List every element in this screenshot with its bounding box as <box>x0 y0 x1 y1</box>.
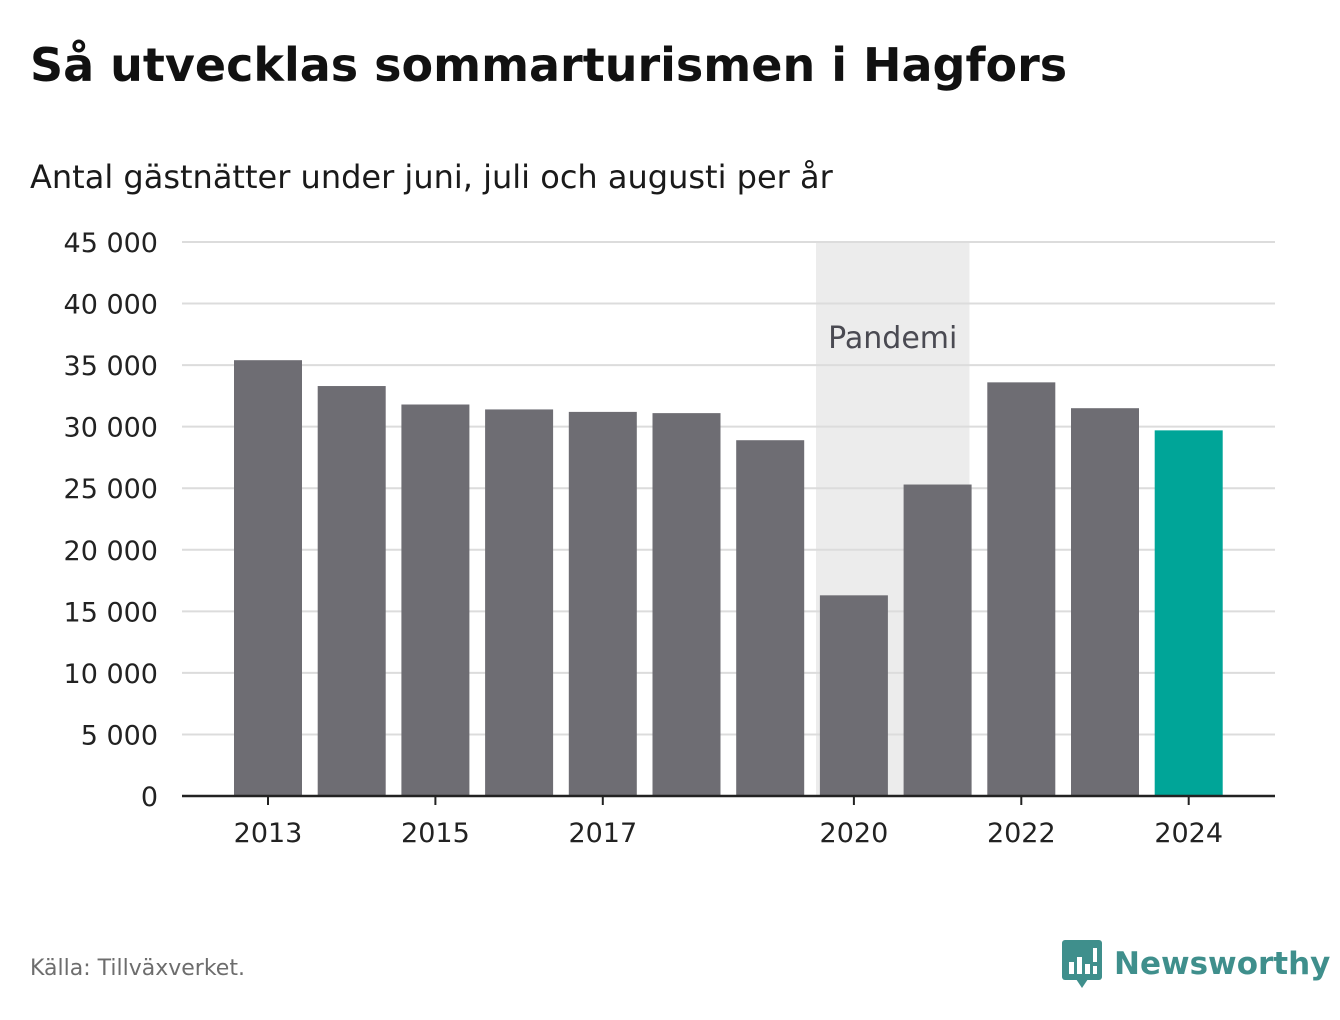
bar-2023 <box>1071 408 1139 796</box>
y-tick-label: 5 000 <box>81 720 158 751</box>
brand-logo[interactable]: Newsworthy <box>1062 940 1330 988</box>
bar-2019 <box>736 440 805 796</box>
bar-2020 <box>819 595 888 796</box>
shaded-region-label: Pandemi <box>828 321 957 356</box>
chart-subtitle: Antal gästnätter under juni, juli och au… <box>30 158 833 196</box>
x-tick-label: 2022 <box>987 818 1056 849</box>
bar-2017 <box>568 411 637 796</box>
bar-2018 <box>652 413 721 796</box>
y-tick-label: 40 000 <box>64 290 158 321</box>
x-tick-label: 2020 <box>820 818 889 849</box>
y-tick-label: 30 000 <box>64 413 158 444</box>
bar-chart: Pandemi 0 5 000 10 000 15 000 20 000 25 000 30… <box>64 228 1275 849</box>
bar-2015 <box>401 404 470 796</box>
y-tick-label: 35 000 <box>64 351 158 382</box>
y-tick-label: 45 000 <box>64 228 158 259</box>
bar-chart-speech-bubble-icon <box>1062 940 1102 988</box>
source-note: Källa: Tillväxverket. <box>30 956 245 981</box>
bar-2013 <box>234 360 302 796</box>
y-tick-label: 25 000 <box>64 474 158 505</box>
x-tick-label: 2015 <box>401 818 470 849</box>
x-tick-label: 2013 <box>234 818 303 849</box>
brand-name: Newsworthy <box>1114 946 1331 982</box>
y-tick-label: 20 000 <box>64 536 158 567</box>
bar-2014 <box>317 386 386 796</box>
x-tick-label: 2017 <box>568 818 637 849</box>
y-tick-label: 15 000 <box>64 597 158 628</box>
chart-title: Så utvecklas sommarturismen i Hagfors <box>30 38 1068 92</box>
bar-2024 <box>1154 430 1223 796</box>
bar-2021 <box>903 484 972 796</box>
bar-2016 <box>485 409 554 796</box>
bar-2022 <box>987 382 1056 796</box>
y-tick-label: 10 000 <box>64 659 158 690</box>
y-tick-label: 0 <box>141 782 158 813</box>
x-tick-label: 2024 <box>1154 818 1223 849</box>
